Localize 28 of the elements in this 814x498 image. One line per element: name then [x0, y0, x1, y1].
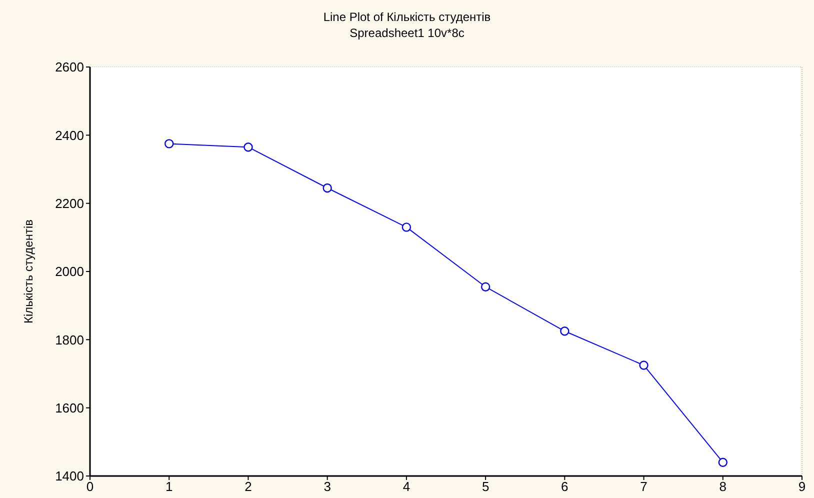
x-tick-label: 8 [719, 479, 727, 494]
x-tick-label: 6 [561, 479, 568, 494]
y-tick-label: 2000 [55, 264, 84, 280]
point [718, 458, 728, 467]
x-tick-label: 5 [482, 479, 490, 494]
x-tick-label: 2 [244, 479, 252, 494]
x-tick-label: 4 [402, 479, 410, 494]
chart-title: Line Plot of Кількість студентів [322, 10, 492, 24]
y-tick-label: 2600 [55, 60, 84, 75]
y-axis-title: Кількість студентів [21, 220, 36, 324]
x-tick-label: 7 [640, 479, 648, 494]
point [322, 183, 332, 193]
x-tick-label: 3 [324, 479, 331, 494]
y-tick-label: 2200 [55, 196, 84, 211]
y-tick-label: 1400 [55, 468, 84, 484]
point [244, 142, 253, 152]
x-tick-label: 0 [86, 479, 94, 494]
x-tick-label: 9 [798, 479, 806, 494]
point [560, 326, 570, 336]
y-tick-label: 1600 [55, 400, 84, 416]
point [480, 282, 490, 292]
point [164, 139, 174, 148]
y-tick-label: 1800 [55, 332, 84, 348]
point [402, 222, 412, 232]
point [639, 360, 648, 370]
chart-subtitle: Spreadsheet1 10v*8c [348, 26, 466, 40]
y-tick-label: 2400 [55, 128, 84, 143]
x-tick-label: 1 [165, 479, 173, 494]
